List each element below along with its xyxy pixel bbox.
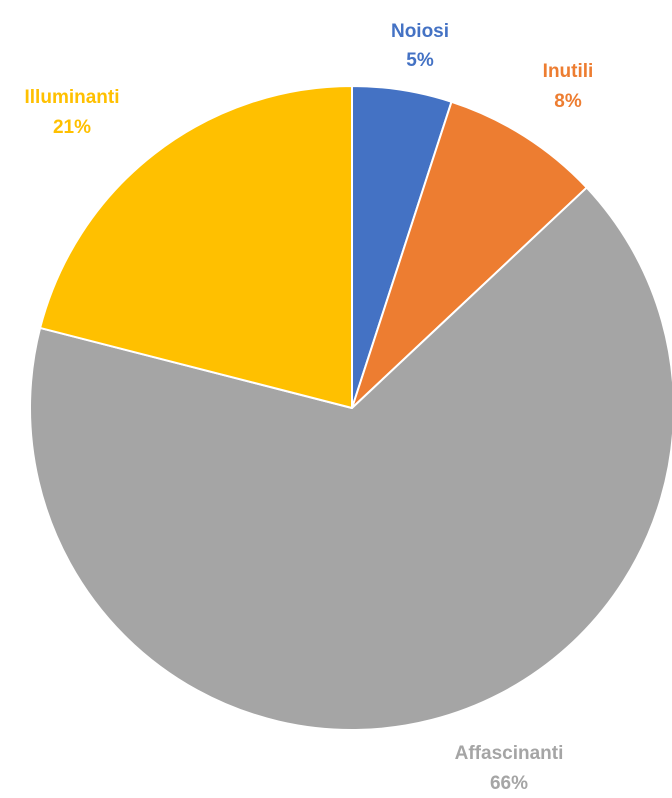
- pie-slice-inutili: [351, 100, 588, 409]
- label-affascinanti-name: Affascinanti: [455, 743, 564, 764]
- pie-slice-affascinanti: [29, 186, 672, 731]
- label-noiosi-name: Noiosi: [391, 21, 449, 42]
- pie-labels: Noiosi 5% Inutili 8% Illuminanti 21% Aff…: [25, 21, 594, 794]
- label-illuminanti-percent: 21%: [53, 117, 91, 138]
- pie-slices: [29, 85, 672, 731]
- label-affascinanti-percent: 66%: [490, 773, 528, 794]
- label-noiosi-percent: 5%: [406, 50, 434, 71]
- label-illuminanti-name: Illuminanti: [25, 87, 120, 108]
- label-inutili-percent: 8%: [554, 91, 582, 112]
- label-inutili-name: Inutili: [543, 61, 594, 82]
- pie-slice-illuminanti: [39, 85, 353, 409]
